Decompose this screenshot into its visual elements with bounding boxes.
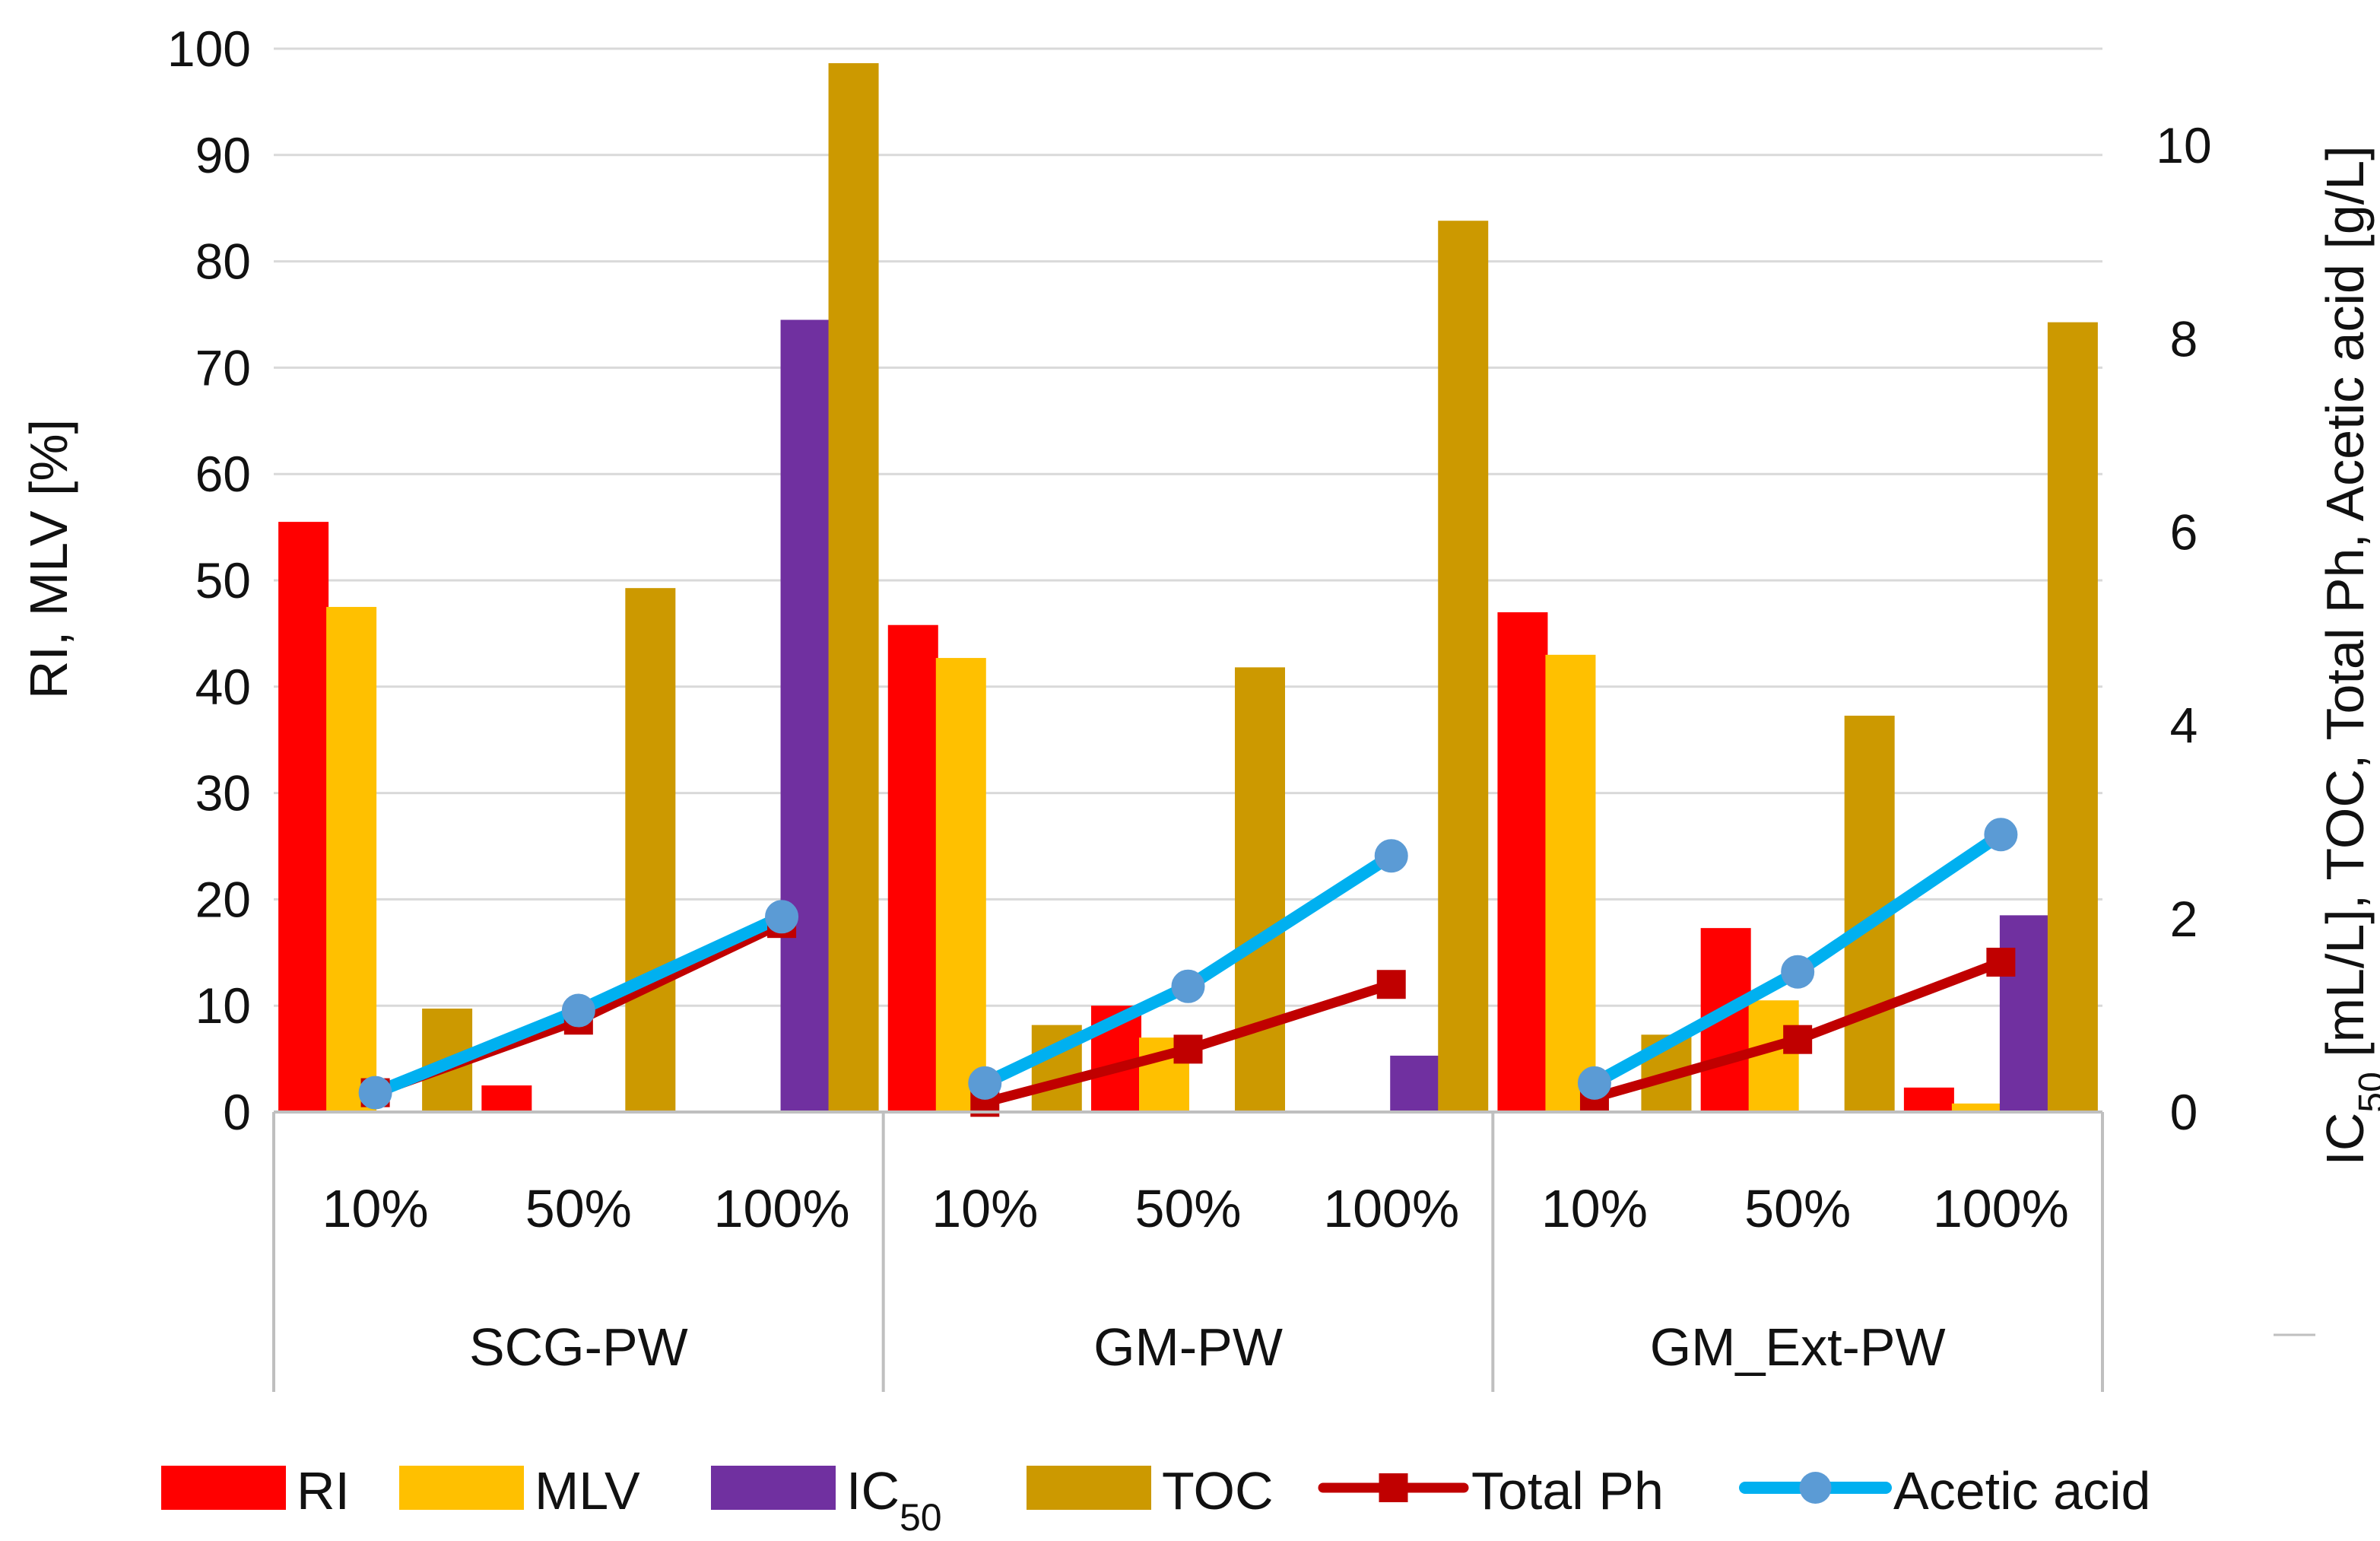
left-tick-label: 10 — [195, 977, 251, 1034]
marker-acetic — [968, 1066, 1002, 1100]
legend: RI MLV IC50 TOC Total Ph Acetic acid — [161, 1461, 2150, 1539]
category-axis: 10% 50% 100% SCG-PW 10% 50% 100% GM-PW 10% 50% 100… — [272, 1110, 2104, 1392]
right-tick-label: 0 — [2170, 1084, 2198, 1140]
left-tick-label: 90 — [195, 127, 251, 183]
bar-mlv — [1951, 1103, 2002, 1112]
legend-label-main: MLV — [535, 1461, 640, 1520]
marker-totalph — [1173, 1034, 1203, 1064]
bar-mlv — [1545, 654, 1596, 1112]
marker-totalph — [1783, 1025, 1813, 1054]
legend-label-main: TOC — [1162, 1461, 1274, 1520]
right-tick-label: 6 — [2170, 504, 2198, 560]
bar-toc — [1235, 667, 1285, 1112]
group-label: SCG-PW — [469, 1317, 688, 1377]
category-label: 100% — [1933, 1179, 2069, 1238]
marker-acetic — [1577, 1066, 1611, 1100]
marker-acetic — [358, 1076, 392, 1110]
legend-label-ic50: IC50 — [846, 1461, 942, 1539]
marker-totalph — [1376, 970, 1406, 999]
legend-label-mlv: MLV — [535, 1461, 640, 1520]
marker-acetic — [765, 900, 799, 934]
legend-swatch-toc — [1027, 1466, 1151, 1510]
marker-acetic — [1984, 818, 2018, 852]
legend-swatch-mlv — [399, 1466, 524, 1510]
category-label: 50% — [1134, 1179, 1241, 1238]
right-tick-label: 10 — [2156, 117, 2211, 173]
left-tick-label: 60 — [195, 446, 251, 502]
legend-label-totalph: Total Ph — [1471, 1461, 1664, 1520]
right-tick-label: 4 — [2170, 697, 2198, 754]
group-label: GM-PW — [1093, 1317, 1283, 1377]
left-axis-ticks: 0 10 20 30 40 50 60 70 80 90 100 — [167, 21, 251, 1140]
marker-totalph — [1986, 948, 2016, 977]
marker-acetic — [1781, 955, 1815, 989]
category-label: 50% — [1744, 1179, 1851, 1238]
left-tick-label: 40 — [195, 659, 251, 715]
legend-label-main: IC — [846, 1461, 900, 1520]
legend-label-subscript: 50 — [900, 1496, 942, 1539]
category-label: 50% — [525, 1179, 632, 1238]
right-tick-label: 2 — [2170, 891, 2198, 947]
legend-marker-acetic — [1799, 1472, 1832, 1504]
right-axis-title-prefix: IC — [2315, 1113, 2375, 1166]
marker-acetic — [561, 993, 595, 1028]
bar-ic50 — [780, 319, 831, 1112]
left-tick-label: 30 — [195, 765, 251, 821]
left-tick-label: 80 — [195, 234, 251, 290]
bar-mlv — [326, 606, 377, 1112]
bar-ri — [481, 1085, 532, 1112]
left-tick-label: 70 — [195, 339, 251, 396]
marker-acetic — [1171, 969, 1205, 1003]
right-tick-label: 8 — [2170, 310, 2198, 367]
bar-ri — [1903, 1087, 1954, 1112]
bar-ri — [1497, 612, 1548, 1112]
bar-ic50 — [1999, 915, 2050, 1112]
category-label: 10% — [1541, 1179, 1648, 1238]
legend-swatch-ri — [161, 1466, 286, 1510]
left-tick-label: 50 — [195, 552, 251, 608]
left-tick-label: 0 — [223, 1084, 251, 1140]
legend-label-main: RI — [297, 1461, 350, 1520]
group-label: GM_Ext-PW — [1650, 1317, 1946, 1377]
left-tick-label: 100 — [167, 21, 251, 77]
bar-ri — [887, 624, 938, 1112]
bar-toc — [828, 63, 879, 1113]
left-tick-label: 20 — [195, 871, 251, 927]
legend-label-toc: TOC — [1162, 1461, 1274, 1520]
legend-label-acetic: Acetic acid — [1893, 1461, 2150, 1520]
legend-marker-totalph — [1379, 1473, 1408, 1502]
right-axis-ticks: 0 2 4 6 8 10 — [2156, 117, 2211, 1140]
bar-toc — [1438, 221, 1489, 1113]
legend-swatch-ic50 — [711, 1466, 836, 1510]
right-axis-title-subscript: 50 — [2352, 1072, 2380, 1112]
category-label: 100% — [1323, 1179, 1459, 1238]
bar-ri — [278, 522, 329, 1112]
bar-toc — [2047, 322, 2098, 1113]
left-axis-title: RI, MLV [%] — [19, 419, 78, 699]
right-axis-title-suffix: [mL/L], TOC, Total Ph, Acetic acid [g/L] — [2315, 145, 2375, 1072]
bar-ic50 — [1390, 1055, 1441, 1112]
category-label: 100% — [714, 1179, 850, 1238]
category-label: 10% — [931, 1179, 1038, 1238]
legend-label-ri: RI — [297, 1461, 350, 1520]
bar-mlv — [935, 658, 986, 1112]
series-markers — [358, 818, 2018, 1117]
bar-toc — [625, 588, 676, 1112]
marker-acetic — [1374, 839, 1408, 873]
right-axis-title: IC50 [mL/L], TOC, Total Ph, Acetic acid … — [2315, 145, 2380, 1165]
category-label: 10% — [322, 1179, 429, 1238]
